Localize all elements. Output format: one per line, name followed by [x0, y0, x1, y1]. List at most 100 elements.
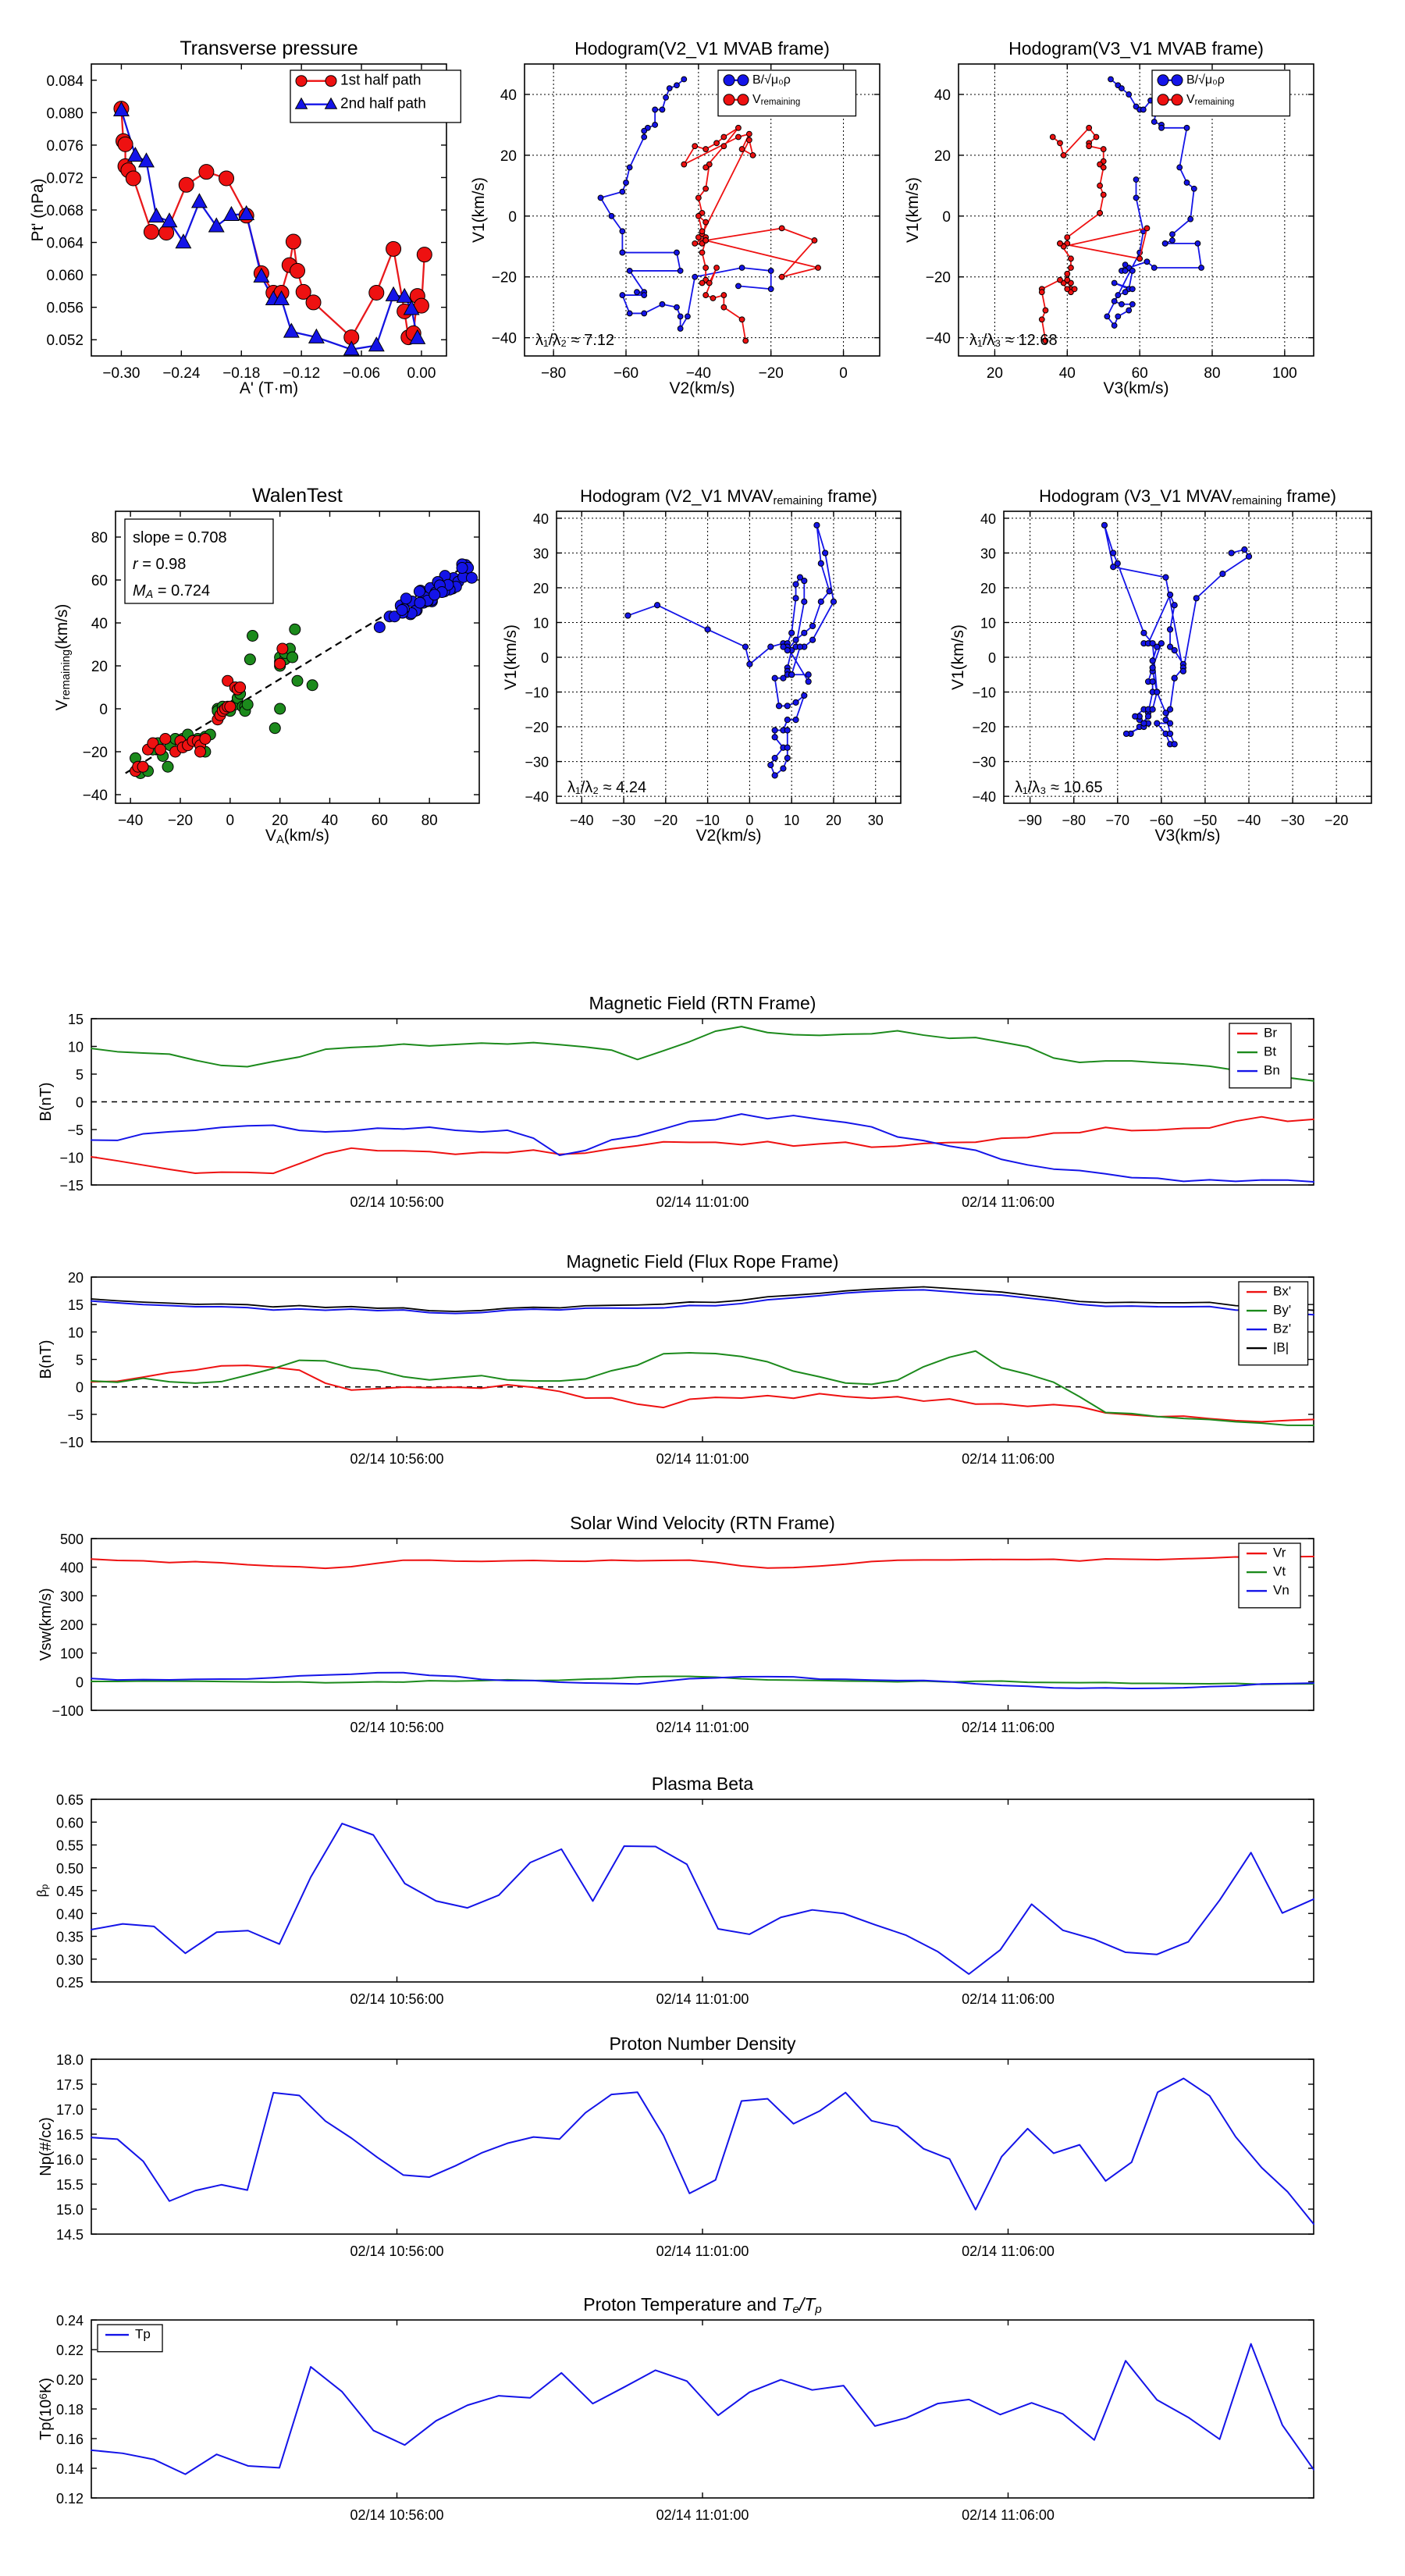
- svg-text:By': By': [1273, 1302, 1291, 1317]
- svg-text:V3(km/s): V3(km/s): [1155, 827, 1221, 845]
- svg-text:−5: −5: [67, 1123, 84, 1138]
- svg-text:0.12: 0.12: [56, 2491, 84, 2507]
- svg-text:B(nT): B(nT): [37, 1083, 55, 1122]
- svg-text:Hodogram(V3_V1 MVAB frame): Hodogram(V3_V1 MVAB frame): [1008, 38, 1264, 59]
- svg-text:0.55: 0.55: [56, 1838, 84, 1854]
- svg-text:10: 10: [533, 615, 549, 631]
- svg-text:V2(km/s): V2(km/s): [670, 379, 735, 397]
- svg-text:−30: −30: [972, 755, 996, 770]
- svg-text:0: 0: [226, 813, 235, 829]
- svg-text:80: 80: [91, 530, 108, 546]
- svg-text:0: 0: [541, 650, 549, 666]
- svg-text:−20: −20: [83, 745, 108, 761]
- svg-text:16.0: 16.0: [56, 2152, 84, 2168]
- svg-text:VA(km/s): VA(km/s): [265, 827, 329, 846]
- svg-text:0.65: 0.65: [56, 1792, 84, 1808]
- svg-text:B/√μ₀ρ: B/√μ₀ρ: [1186, 73, 1225, 87]
- svg-text:0.00: 0.00: [407, 365, 436, 382]
- svg-text:0.30: 0.30: [56, 1952, 84, 1968]
- svg-text:−30: −30: [525, 755, 549, 770]
- svg-text:02/14 11:01:00: 02/14 11:01:00: [656, 1720, 749, 1735]
- svg-text:Bn: Bn: [1264, 1062, 1280, 1077]
- svg-text:Hodogram (V2_V1 MVAVremaining: Hodogram (V2_V1 MVAVremaining frame): [580, 486, 877, 507]
- svg-text:40: 40: [533, 511, 549, 527]
- svg-text:Vn: Vn: [1273, 1582, 1289, 1597]
- svg-text:0.35: 0.35: [56, 1930, 84, 1945]
- svg-text:0.14: 0.14: [56, 2461, 84, 2477]
- svg-text:Vsw(km/s): Vsw(km/s): [37, 1588, 55, 1660]
- svg-text:V1(km/s): V1(km/s): [904, 177, 922, 243]
- svg-text:1st half path: 1st half path: [340, 72, 422, 88]
- svg-text:−20: −20: [168, 813, 193, 829]
- svg-text:|B|: |B|: [1273, 1340, 1289, 1354]
- svg-text:A' (T·m): A' (T·m): [240, 379, 298, 397]
- svg-text:40: 40: [934, 87, 951, 104]
- svg-text:Proton Number Density: Proton Number Density: [609, 2033, 796, 2054]
- svg-text:−40: −40: [972, 789, 996, 805]
- svg-text:0: 0: [839, 365, 848, 382]
- svg-text:−20: −20: [654, 813, 678, 828]
- svg-text:02/14 11:01:00: 02/14 11:01:00: [656, 2507, 749, 2523]
- svg-text:2nd half path: 2nd half path: [340, 95, 426, 112]
- svg-text:−20: −20: [492, 270, 517, 286]
- svg-text:−40: −40: [118, 813, 143, 829]
- svg-text:V1(km/s): V1(km/s): [470, 177, 488, 243]
- svg-text:40: 40: [500, 87, 517, 104]
- svg-text:02/14 10:56:00: 02/14 10:56:00: [350, 2507, 443, 2523]
- svg-text:λ₁/λ₃ ≈ 12.68: λ₁/λ₃ ≈ 12.68: [969, 332, 1058, 349]
- svg-text:−20: −20: [525, 720, 549, 735]
- svg-text:Hodogram (V3_V1 MVAVremaining: Hodogram (V3_V1 MVAVremaining frame): [1039, 486, 1336, 507]
- svg-text:λ₁/λ₃ ≈ 10.65: λ₁/λ₃ ≈ 10.65: [1015, 779, 1103, 796]
- svg-text:0.20: 0.20: [56, 2372, 84, 2388]
- svg-text:5: 5: [76, 1353, 84, 1368]
- svg-text:0: 0: [745, 813, 753, 828]
- svg-text:18.0: 18.0: [56, 2052, 84, 2068]
- svg-text:02/14 10:56:00: 02/14 10:56:00: [350, 1451, 443, 1467]
- svg-text:−60: −60: [614, 365, 638, 382]
- svg-text:0.40: 0.40: [56, 1906, 84, 1922]
- svg-text:20: 20: [980, 581, 996, 596]
- svg-text:02/14 11:06:00: 02/14 11:06:00: [962, 1720, 1055, 1735]
- svg-text:−20: −20: [926, 270, 951, 286]
- svg-text:10: 10: [68, 1325, 84, 1340]
- svg-text:02/14 10:56:00: 02/14 10:56:00: [350, 1194, 443, 1210]
- svg-text:MA = 0.724: MA = 0.724: [133, 582, 210, 601]
- svg-text:0.16: 0.16: [56, 2432, 84, 2447]
- svg-text:40: 40: [91, 616, 108, 632]
- svg-text:17.5: 17.5: [56, 2077, 84, 2093]
- svg-text:20: 20: [500, 148, 517, 165]
- svg-text:0.18: 0.18: [56, 2402, 84, 2418]
- svg-text:100: 100: [1272, 365, 1297, 382]
- svg-text:−80: −80: [541, 365, 566, 382]
- svg-text:20: 20: [533, 581, 549, 596]
- svg-text:0.60: 0.60: [56, 1815, 84, 1831]
- svg-text:Pt' (nPa): Pt' (nPa): [29, 178, 47, 241]
- svg-text:Tp: Tp: [135, 2326, 151, 2341]
- svg-text:V2(km/s): V2(km/s): [696, 827, 762, 845]
- svg-text:−30: −30: [612, 813, 636, 828]
- svg-text:−20: −20: [759, 365, 784, 382]
- svg-text:Hodogram(V2_V1 MVAB frame): Hodogram(V2_V1 MVAB frame): [574, 38, 830, 59]
- svg-text:02/14 10:56:00: 02/14 10:56:00: [350, 1720, 443, 1735]
- svg-text:02/14 11:01:00: 02/14 11:01:00: [656, 1451, 749, 1467]
- svg-text:−40: −40: [83, 788, 108, 804]
- svg-text:10: 10: [784, 813, 799, 828]
- svg-text:0: 0: [942, 209, 951, 226]
- svg-text:−15: −15: [59, 1178, 84, 1194]
- svg-text:30: 30: [868, 813, 884, 828]
- svg-text:−0.30: −0.30: [102, 365, 140, 382]
- svg-text:−40: −40: [525, 789, 549, 805]
- svg-text:−80: −80: [1062, 813, 1086, 828]
- svg-text:Transverse pressure: Transverse pressure: [180, 37, 357, 59]
- svg-text:−40: −40: [570, 813, 594, 828]
- svg-text:60: 60: [372, 813, 388, 829]
- svg-text:0.076: 0.076: [46, 138, 84, 155]
- svg-text:0.052: 0.052: [46, 333, 84, 349]
- svg-text:WalenTest: WalenTest: [252, 485, 343, 507]
- svg-text:100: 100: [60, 1646, 84, 1662]
- svg-text:Plasma Beta: Plasma Beta: [652, 1774, 754, 1794]
- svg-text:V1(km/s): V1(km/s): [502, 624, 520, 690]
- svg-text:Np(#/cc): Np(#/cc): [37, 2117, 55, 2176]
- svg-text:0.060: 0.060: [46, 268, 84, 284]
- svg-text:−10: −10: [695, 813, 720, 828]
